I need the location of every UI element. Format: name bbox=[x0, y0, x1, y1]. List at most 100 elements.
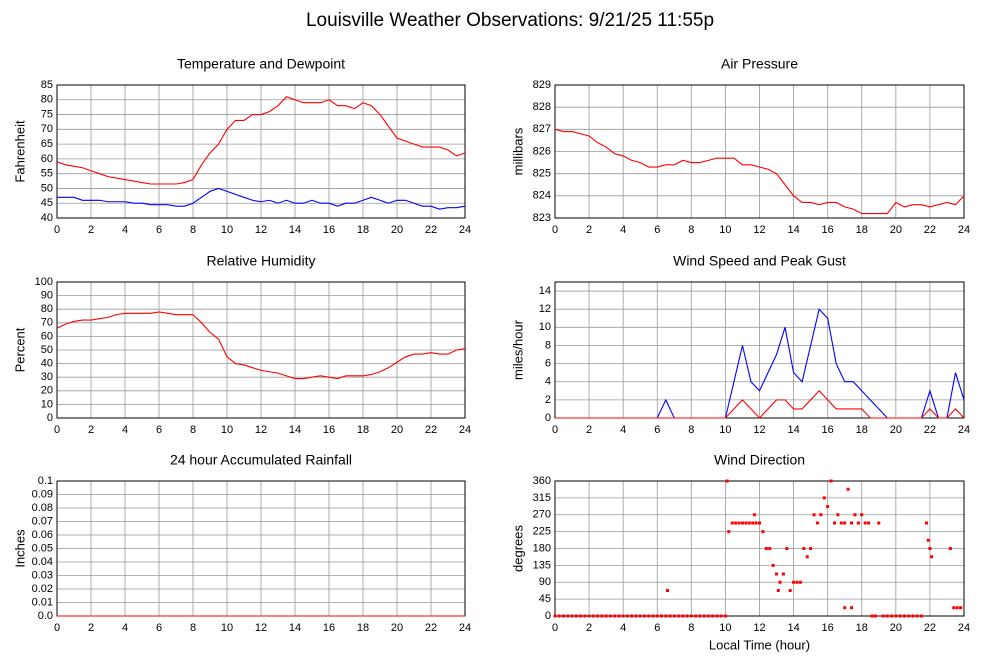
scatter-point bbox=[785, 547, 789, 550]
scatter-point bbox=[747, 521, 751, 525]
scatter-point bbox=[668, 614, 672, 618]
scatter-point bbox=[898, 614, 902, 618]
y-tick-label: 0.0 bbox=[38, 610, 53, 622]
scatter-point bbox=[907, 614, 911, 618]
x-tick-label: 18 bbox=[357, 424, 369, 436]
scatter-point bbox=[725, 479, 729, 483]
series-line bbox=[555, 389, 965, 419]
y-axis-label: millibars bbox=[510, 127, 525, 175]
x-tick-label: 22 bbox=[425, 224, 437, 236]
x-tick-label: 24 bbox=[459, 424, 471, 436]
plot-frame bbox=[56, 84, 466, 219]
x-tick-label: 2 bbox=[586, 224, 592, 236]
x-tick-label: 10 bbox=[221, 622, 233, 634]
scatter-point bbox=[764, 547, 768, 550]
y-tick-label: 90 bbox=[41, 290, 53, 302]
scatter-point bbox=[843, 606, 847, 610]
x-tick-label: 12 bbox=[255, 424, 267, 436]
x-tick-label: 24 bbox=[958, 224, 970, 236]
scatter-point bbox=[853, 513, 857, 517]
y-tick-label: 90 bbox=[539, 576, 551, 588]
scatter-point bbox=[613, 614, 617, 618]
x-tick-label: 18 bbox=[856, 424, 868, 436]
x-tick-label: 18 bbox=[357, 622, 369, 634]
plot-frame bbox=[554, 84, 965, 219]
scatter-point bbox=[579, 614, 583, 618]
scatter-point bbox=[647, 614, 651, 618]
x-tick-label: 8 bbox=[688, 424, 694, 436]
x-tick-label: 24 bbox=[459, 224, 471, 236]
scatter-point bbox=[617, 614, 621, 618]
y-tick-label: 50 bbox=[41, 344, 53, 356]
x-tick-label: 4 bbox=[620, 424, 626, 436]
x-tick-label: 16 bbox=[822, 622, 834, 634]
y-axis-label: Inches bbox=[12, 529, 27, 568]
scatter-point bbox=[902, 614, 906, 618]
x-tick-label: 10 bbox=[719, 224, 731, 236]
scatter-point bbox=[795, 580, 799, 584]
plot-frame bbox=[56, 281, 466, 419]
scatter-point bbox=[948, 547, 952, 550]
scatter-point bbox=[638, 614, 642, 618]
scatter-point bbox=[655, 614, 659, 618]
x-tick-label: 22 bbox=[924, 224, 936, 236]
scatter-point bbox=[634, 614, 638, 618]
x-tick-label: 10 bbox=[221, 224, 233, 236]
x-tick-label: 16 bbox=[323, 224, 335, 236]
y-tick-label: 10 bbox=[41, 398, 53, 410]
y-tick-label: 0.07 bbox=[32, 515, 53, 527]
scatter-point bbox=[677, 614, 681, 618]
scatter-point bbox=[881, 614, 885, 618]
y-tick-label: 85 bbox=[41, 79, 53, 91]
y-tick-label: 6 bbox=[545, 358, 551, 370]
y-tick-label: 826 bbox=[533, 145, 551, 157]
y-tick-label: 40 bbox=[41, 212, 53, 224]
x-tick-label: 6 bbox=[156, 424, 162, 436]
x-tick-label: 4 bbox=[620, 622, 626, 634]
chart-title: Air Pressure bbox=[721, 56, 798, 72]
scatter-point bbox=[959, 606, 963, 610]
scatter-point bbox=[890, 614, 894, 618]
x-tick-label: 24 bbox=[958, 424, 970, 436]
y-tick-label: 0 bbox=[47, 412, 53, 424]
scatter-point bbox=[778, 580, 782, 584]
scatter-point bbox=[877, 521, 881, 525]
scatter-point bbox=[702, 614, 706, 618]
scatter-point bbox=[723, 614, 727, 618]
scatter-point bbox=[822, 496, 826, 500]
x-tick-label: 4 bbox=[122, 224, 128, 236]
scatter-point bbox=[570, 614, 574, 618]
x-tick-label: 8 bbox=[190, 424, 196, 436]
x-tick-label: 8 bbox=[688, 622, 694, 634]
scatter-point bbox=[706, 614, 710, 618]
y-tick-label: 70 bbox=[41, 317, 53, 329]
y-tick-label: 10 bbox=[539, 321, 551, 333]
scatter-point bbox=[809, 547, 813, 550]
y-tick-label: 0.02 bbox=[32, 583, 53, 595]
x-tick-label: 14 bbox=[787, 622, 799, 634]
y-tick-label: 14 bbox=[539, 285, 551, 297]
scatter-point bbox=[856, 521, 860, 525]
y-tick-label: 825 bbox=[533, 168, 551, 180]
scatter-point bbox=[737, 521, 741, 525]
scatter-point bbox=[781, 572, 785, 576]
scatter-point bbox=[591, 614, 595, 618]
y-tick-label: 8 bbox=[545, 339, 551, 351]
chart-title: Wind Direction bbox=[714, 452, 805, 468]
x-tick-label: 12 bbox=[255, 224, 267, 236]
y-tick-label: 824 bbox=[533, 190, 551, 202]
scatter-point bbox=[651, 614, 655, 618]
scatter-point bbox=[630, 614, 634, 618]
x-tick-label: 14 bbox=[289, 424, 301, 436]
scatter-point bbox=[758, 521, 761, 525]
chart-title: Temperature and Dewpoint bbox=[177, 56, 345, 72]
scatter-point bbox=[730, 521, 734, 525]
x-tick-label: 12 bbox=[753, 224, 765, 236]
scatter-point bbox=[689, 614, 693, 618]
x-tick-label: 22 bbox=[924, 424, 936, 436]
x-tick-label: 12 bbox=[753, 424, 765, 436]
y-tick-label: 823 bbox=[533, 212, 551, 224]
scatter-point bbox=[846, 487, 850, 491]
y-tick-label: 50 bbox=[41, 182, 53, 194]
